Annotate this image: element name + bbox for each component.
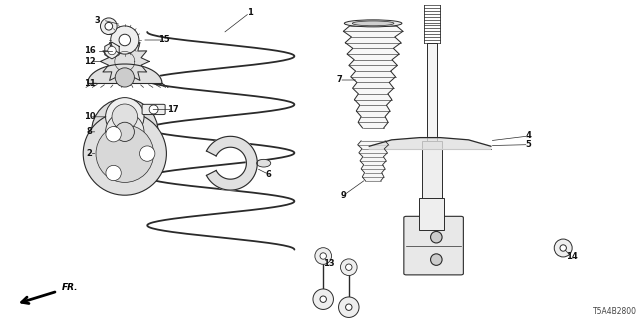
- Ellipse shape: [105, 22, 113, 30]
- Bar: [427, 43, 437, 141]
- Bar: [419, 198, 444, 230]
- Text: 10: 10: [84, 112, 95, 121]
- Ellipse shape: [340, 259, 357, 276]
- Polygon shape: [358, 141, 388, 181]
- Ellipse shape: [346, 264, 352, 270]
- Polygon shape: [88, 64, 162, 83]
- Ellipse shape: [117, 146, 132, 161]
- Ellipse shape: [140, 146, 155, 161]
- Text: FR.: FR.: [62, 283, 79, 292]
- Text: 4: 4: [525, 132, 532, 140]
- Ellipse shape: [83, 112, 166, 195]
- Text: 15: 15: [158, 36, 170, 44]
- Ellipse shape: [346, 304, 352, 310]
- Ellipse shape: [257, 159, 271, 167]
- Ellipse shape: [339, 297, 359, 317]
- Ellipse shape: [108, 46, 116, 55]
- Ellipse shape: [112, 104, 138, 130]
- Ellipse shape: [320, 253, 326, 259]
- Text: 2: 2: [86, 149, 93, 158]
- Ellipse shape: [100, 18, 117, 35]
- Text: 3: 3: [95, 16, 100, 25]
- Ellipse shape: [111, 26, 139, 54]
- Ellipse shape: [560, 245, 566, 251]
- Text: 16: 16: [84, 46, 95, 55]
- Text: 11: 11: [84, 79, 95, 88]
- Ellipse shape: [554, 239, 572, 257]
- Polygon shape: [105, 42, 119, 59]
- Ellipse shape: [149, 105, 158, 114]
- Text: 8: 8: [87, 127, 92, 136]
- Ellipse shape: [115, 68, 134, 87]
- Polygon shape: [369, 138, 491, 149]
- Ellipse shape: [106, 98, 144, 136]
- Ellipse shape: [431, 254, 442, 265]
- Text: T5A4B2800: T5A4B2800: [593, 307, 637, 316]
- Ellipse shape: [120, 127, 130, 137]
- Ellipse shape: [96, 125, 154, 182]
- Ellipse shape: [352, 21, 394, 26]
- Bar: [422, 141, 442, 198]
- Ellipse shape: [106, 126, 122, 142]
- Ellipse shape: [116, 108, 133, 125]
- Ellipse shape: [320, 296, 326, 302]
- Text: 6: 6: [266, 170, 272, 179]
- Text: 1: 1: [246, 8, 253, 17]
- FancyBboxPatch shape: [404, 216, 463, 275]
- Text: 14: 14: [566, 252, 577, 261]
- Text: 5: 5: [525, 140, 532, 149]
- Ellipse shape: [119, 34, 131, 46]
- FancyBboxPatch shape: [142, 104, 165, 115]
- Text: 12: 12: [84, 57, 95, 66]
- Ellipse shape: [115, 122, 134, 141]
- Ellipse shape: [106, 165, 122, 181]
- Text: 17: 17: [167, 105, 179, 114]
- Text: 9: 9: [341, 191, 346, 200]
- Text: 13: 13: [323, 259, 335, 268]
- Ellipse shape: [344, 20, 402, 27]
- Polygon shape: [100, 38, 149, 85]
- Ellipse shape: [106, 113, 144, 151]
- Polygon shape: [343, 26, 403, 128]
- Ellipse shape: [431, 231, 442, 243]
- Ellipse shape: [92, 99, 158, 165]
- Text: 7: 7: [337, 76, 342, 84]
- Ellipse shape: [313, 289, 333, 309]
- Polygon shape: [207, 136, 257, 190]
- Ellipse shape: [315, 248, 332, 264]
